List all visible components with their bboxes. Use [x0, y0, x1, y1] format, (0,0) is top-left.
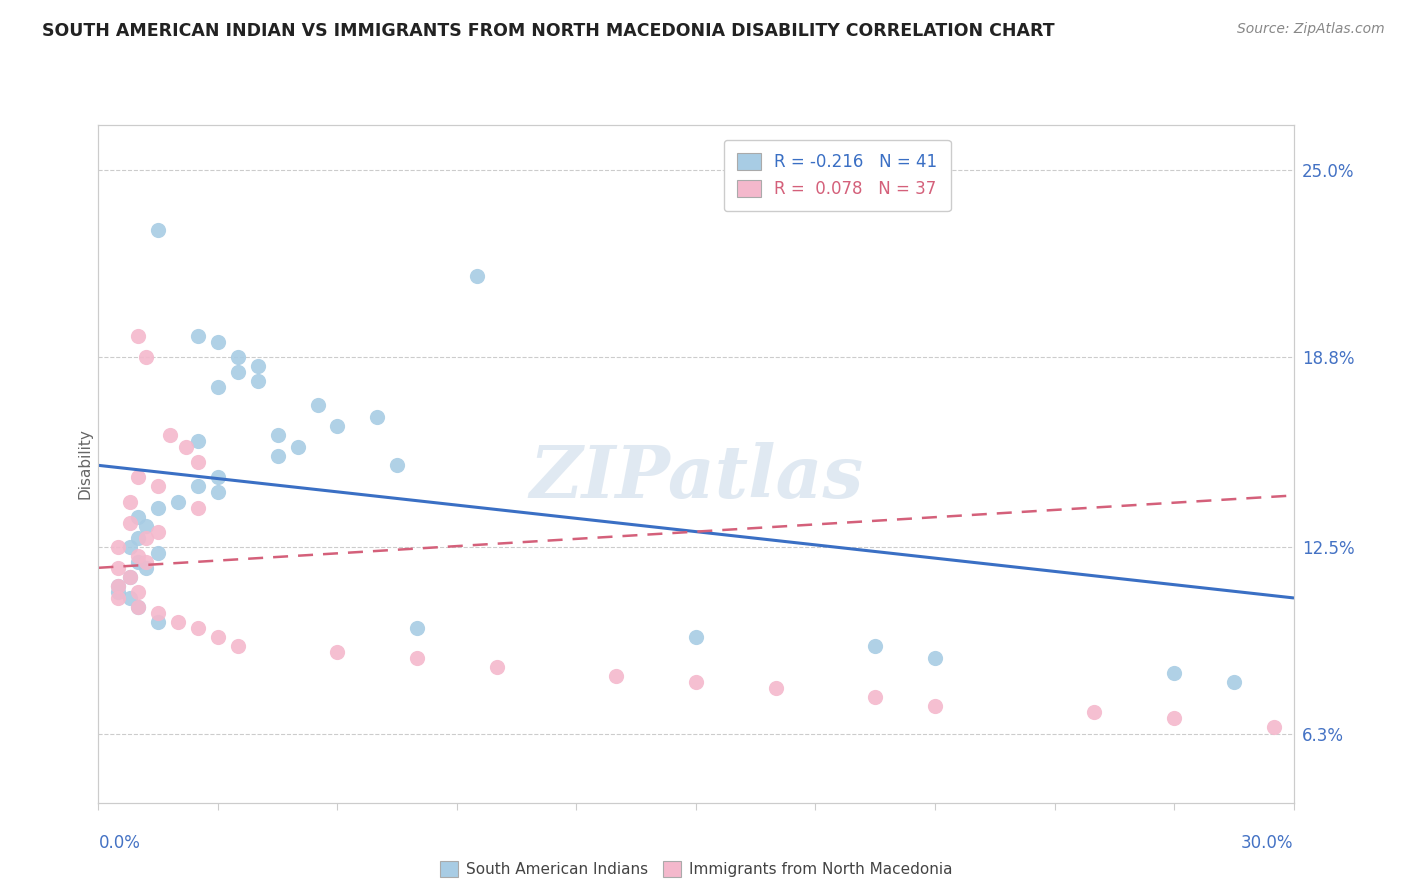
Point [135, 518, 157, 533]
Point [287, 440, 309, 454]
Point [187, 328, 209, 343]
Point [605, 669, 627, 683]
Point [207, 630, 229, 644]
Point [120, 591, 142, 605]
Point [385, 458, 409, 473]
Point [127, 328, 149, 343]
Point [167, 494, 190, 508]
Point [366, 410, 388, 425]
Point [148, 500, 170, 515]
Point [187, 479, 209, 493]
Point [267, 450, 290, 464]
Point [135, 350, 157, 364]
Point [120, 494, 142, 508]
Point [120, 540, 142, 554]
Point [246, 374, 269, 388]
Point [226, 639, 249, 653]
Point [148, 615, 170, 629]
Text: 30.0%: 30.0% [1241, 834, 1294, 852]
Point [120, 570, 142, 584]
Point [207, 485, 229, 500]
Point [1083, 706, 1105, 720]
Point [207, 380, 229, 394]
Point [135, 561, 157, 575]
Point [406, 621, 429, 635]
Point [135, 531, 157, 545]
Point [465, 268, 488, 283]
Point [863, 639, 887, 653]
Point [1222, 675, 1246, 690]
Point [135, 555, 157, 569]
Point [127, 470, 149, 484]
Text: SOUTH AMERICAN INDIAN VS IMMIGRANTS FROM NORTH MACEDONIA DISABILITY CORRELATION : SOUTH AMERICAN INDIAN VS IMMIGRANTS FROM… [42, 22, 1054, 40]
Point [107, 585, 129, 599]
Point [1163, 666, 1185, 681]
Point [107, 561, 129, 575]
Point [174, 440, 197, 454]
Point [1263, 721, 1285, 735]
Point [127, 509, 149, 524]
Point [167, 615, 190, 629]
Point [187, 500, 209, 515]
Point [924, 651, 946, 665]
Text: Source: ZipAtlas.com: Source: ZipAtlas.com [1237, 22, 1385, 37]
Point [685, 675, 707, 690]
Point [148, 479, 170, 493]
Text: 0.0%: 0.0% [98, 834, 141, 852]
Point [120, 570, 142, 584]
Point [107, 540, 129, 554]
Text: ZIPatlas: ZIPatlas [529, 442, 863, 513]
Point [127, 599, 149, 614]
Point [148, 546, 170, 560]
Point [107, 579, 129, 593]
Point [127, 549, 149, 563]
Point [187, 434, 209, 449]
Point [127, 531, 149, 545]
Point [267, 428, 290, 442]
Point [226, 365, 249, 379]
Point [307, 398, 329, 412]
Point [685, 630, 707, 644]
Point [246, 359, 269, 373]
Point [148, 524, 170, 539]
Point [226, 350, 249, 364]
Point [187, 455, 209, 469]
Point [406, 651, 429, 665]
Point [120, 516, 142, 530]
Point [107, 591, 129, 605]
Point [765, 681, 787, 696]
Point [326, 645, 349, 659]
Point [924, 699, 946, 714]
Point [863, 690, 887, 705]
Point [187, 621, 209, 635]
Point [326, 419, 349, 434]
Legend: South American Indians, Immigrants from North Macedonia: South American Indians, Immigrants from … [433, 855, 959, 883]
Point [207, 334, 229, 349]
Point [207, 470, 229, 484]
Point [127, 585, 149, 599]
Y-axis label: Disability: Disability [77, 428, 93, 500]
Point [127, 555, 149, 569]
Point [159, 428, 181, 442]
Point [107, 579, 129, 593]
Point [485, 660, 508, 674]
Point [148, 606, 170, 620]
Point [148, 223, 170, 237]
Point [1163, 711, 1185, 725]
Point [127, 599, 149, 614]
